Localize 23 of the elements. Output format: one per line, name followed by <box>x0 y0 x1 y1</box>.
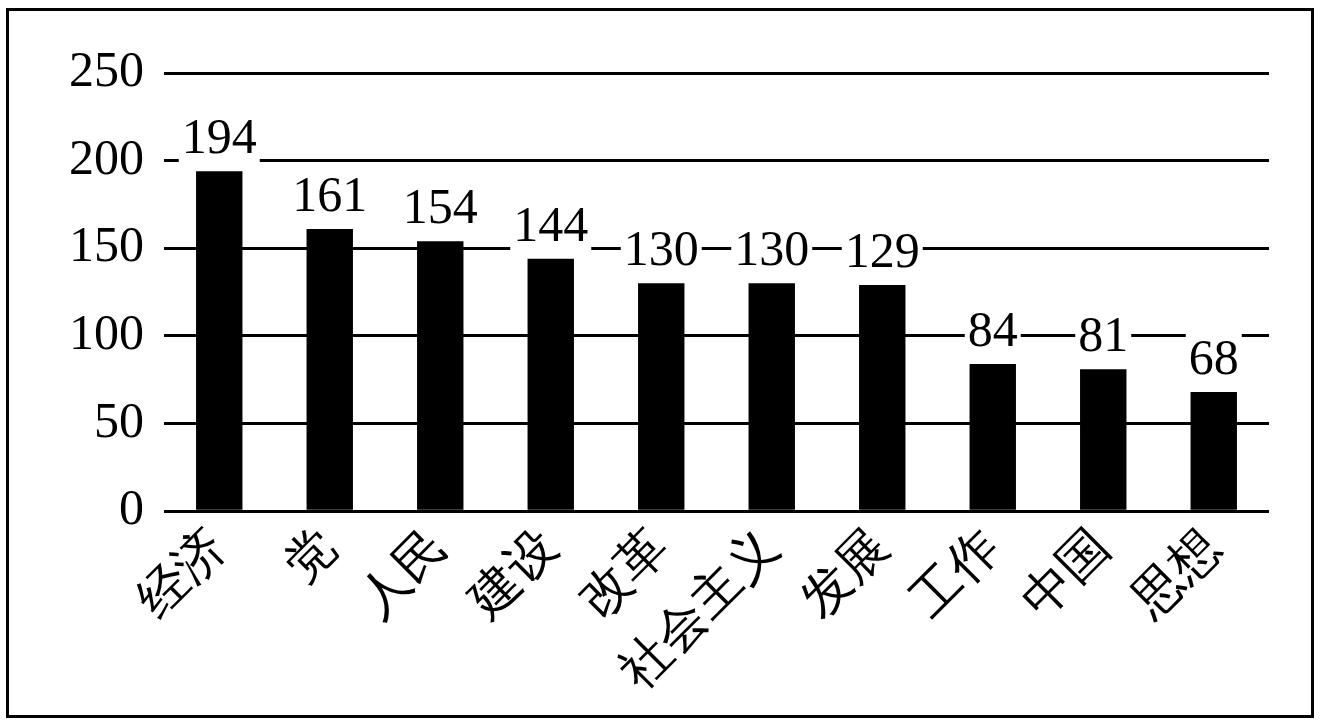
y-tick-label: 250 <box>69 41 144 98</box>
x-tick-label: 中国 <box>1010 517 1121 629</box>
data-label: 161 <box>292 166 368 223</box>
data-label: 144 <box>513 195 589 252</box>
data-label: 130 <box>623 220 699 277</box>
data-label: 84 <box>967 301 1018 358</box>
data-label: 129 <box>844 222 920 279</box>
x-tick-label: 发展 <box>789 517 900 629</box>
y-tick-label: 50 <box>94 391 144 448</box>
data-label: 81 <box>1078 306 1129 363</box>
x-tick-label: 工作 <box>899 517 1010 629</box>
y-tick-label: 150 <box>69 216 144 273</box>
x-tick-label: 人民 <box>347 517 458 629</box>
y-tick-label: 100 <box>69 304 144 361</box>
x-tick-label: 党 <box>271 517 347 593</box>
data-label: 68 <box>1188 329 1239 386</box>
data-label: 194 <box>181 108 257 165</box>
x-tick-label: 思想 <box>1119 517 1231 629</box>
x-tick-label: 建设 <box>456 517 568 629</box>
data-label: 154 <box>402 178 478 235</box>
data-label: 130 <box>734 220 810 277</box>
y-tick-label: 0 <box>119 479 144 536</box>
y-tick-label: 200 <box>69 128 144 185</box>
